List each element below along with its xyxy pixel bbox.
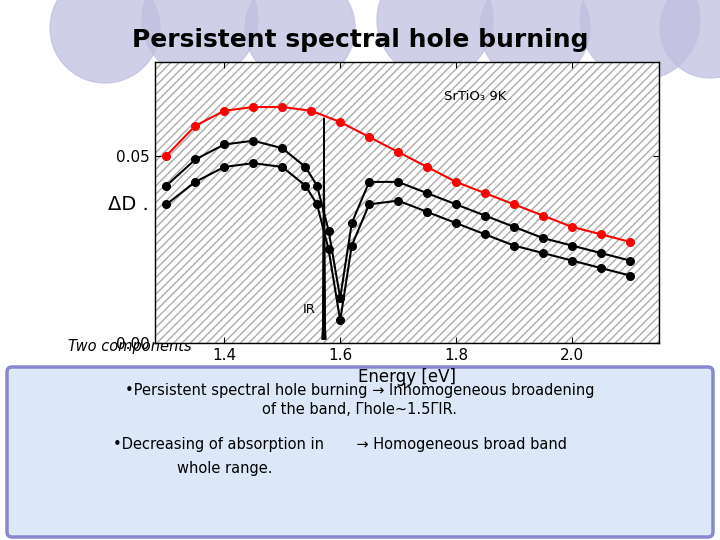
Text: •Decreasing of absorption in       → Homogeneous broad band: •Decreasing of absorption in → Homogeneo… (113, 437, 567, 453)
X-axis label: Energy [eV]: Energy [eV] (358, 368, 456, 386)
Text: •Persistent spectral hole burning → Inhomogeneous broadening: •Persistent spectral hole burning → Inho… (125, 382, 595, 397)
Circle shape (480, 0, 590, 83)
Circle shape (142, 0, 258, 78)
Circle shape (245, 0, 355, 83)
Circle shape (660, 0, 720, 78)
Polygon shape (323, 118, 325, 339)
Text: IR: IR (302, 303, 315, 316)
FancyBboxPatch shape (7, 367, 713, 537)
Text: whole range.: whole range. (177, 461, 273, 476)
Circle shape (50, 0, 160, 83)
Text: of the band, Γhole~1.5ΓIR.: of the band, Γhole~1.5ΓIR. (263, 402, 457, 417)
Text: SrTiO₃ 9K: SrTiO₃ 9K (444, 90, 507, 103)
Circle shape (580, 0, 700, 80)
Text: Two components: Two components (68, 340, 192, 354)
Text: ΔD .: ΔD . (107, 195, 148, 214)
Text: Persistent spectral hole burning: Persistent spectral hole burning (132, 28, 588, 52)
Circle shape (377, 0, 493, 78)
